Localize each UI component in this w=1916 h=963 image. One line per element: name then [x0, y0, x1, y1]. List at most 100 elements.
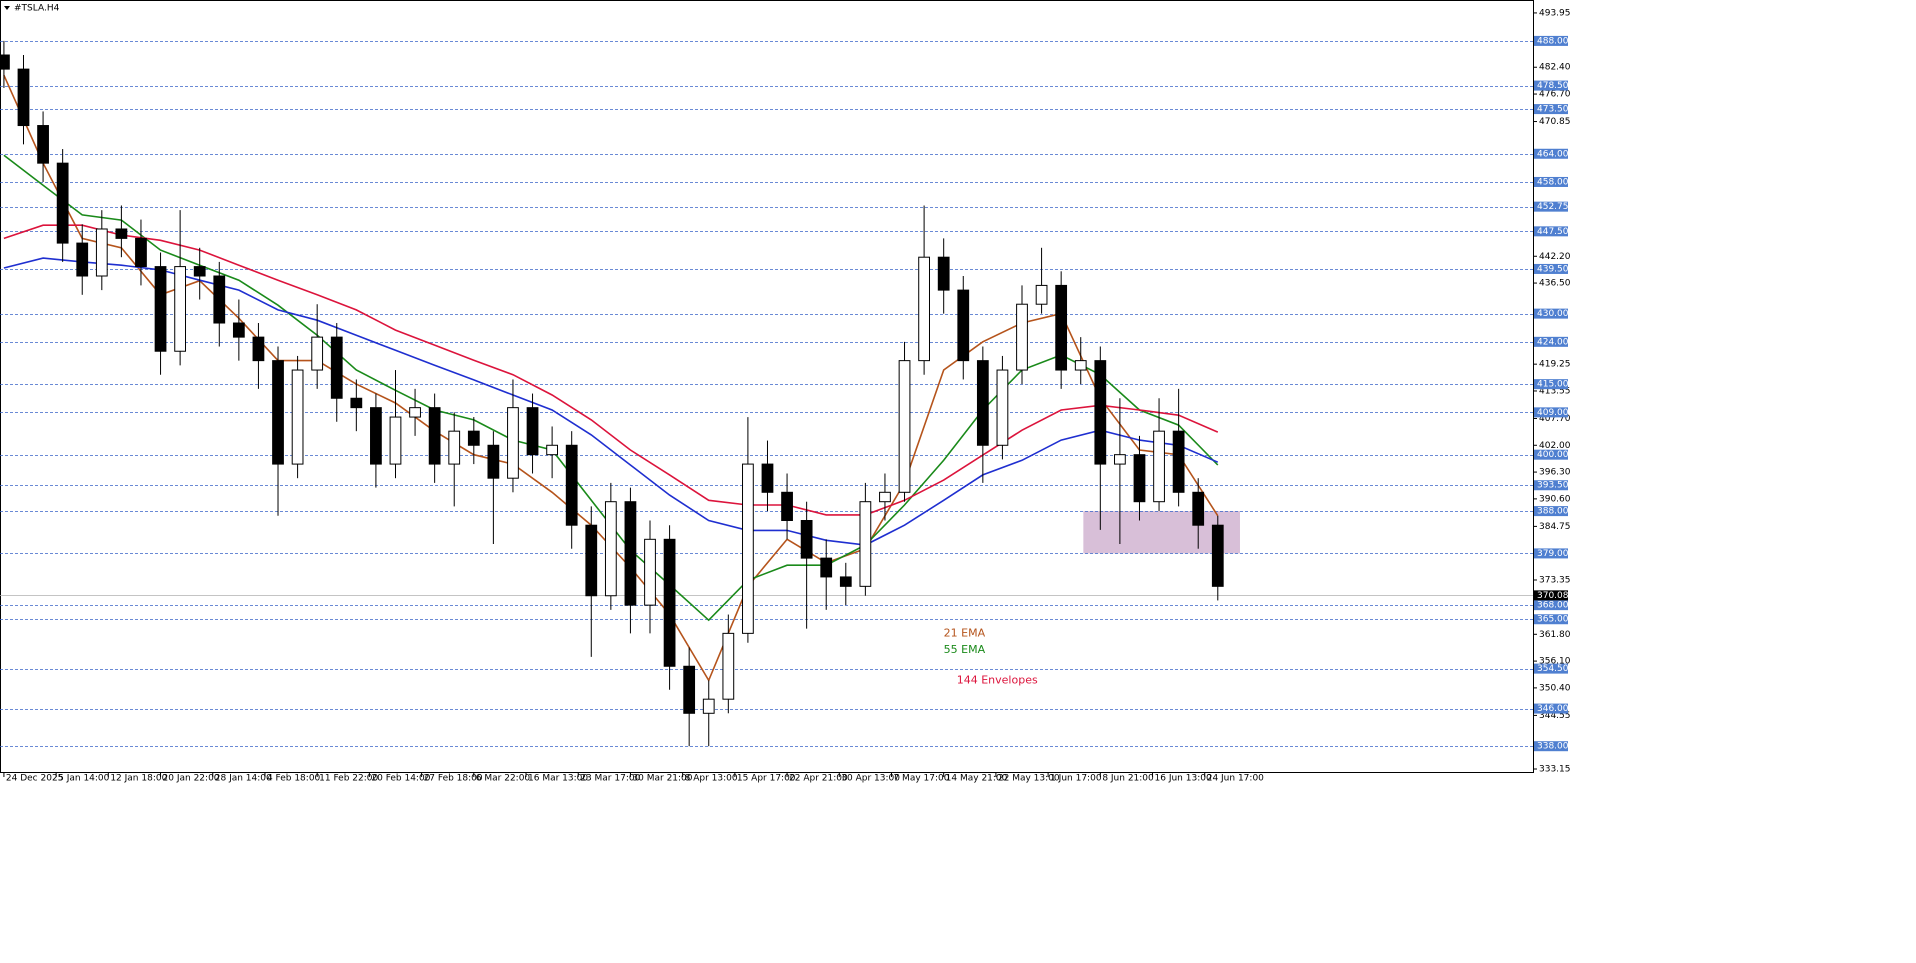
candle-body: [644, 538, 656, 606]
level-label-bg: [1534, 35, 1568, 46]
level-label: 473.50: [1537, 105, 1569, 115]
candle-body: [859, 501, 872, 587]
x-tick-label: 14 May 21:00: [946, 774, 1008, 784]
y-tick-label: 493.95: [1539, 8, 1571, 18]
level-label: 415.00: [1537, 380, 1569, 390]
level-label-bg: [1534, 379, 1568, 390]
level-label: 365.00: [1537, 615, 1569, 625]
x-tick-label: 7 May 17:00: [893, 774, 949, 784]
candle-body: [722, 632, 735, 700]
candle-body: [1016, 303, 1028, 371]
level-label-bg: [1534, 263, 1568, 274]
indicator-line: [3, 257, 1219, 546]
candle-body: [918, 256, 930, 362]
candle-body: [1172, 430, 1185, 493]
level-label: 346.00: [1537, 704, 1569, 714]
y-tick-label: 413.55: [1539, 386, 1571, 396]
candle-body: [526, 407, 539, 456]
candle-body: [17, 68, 30, 127]
y-tick-label: 333.15: [1539, 765, 1571, 775]
y-tick-label: 470.85: [1539, 117, 1571, 127]
x-tick-label: 22 Apr 21:00: [789, 774, 848, 784]
x-tick-label: 20 Feb 14:00: [371, 774, 430, 784]
plot-frame: [0, 0, 1534, 773]
candle-body: [1094, 360, 1107, 465]
candle-body: [1211, 524, 1224, 587]
y-tick-label: 482.40: [1539, 63, 1571, 73]
candle-body: [37, 125, 49, 164]
candle-body: [154, 266, 167, 352]
candle-body: [1192, 491, 1205, 526]
candle-body: [702, 698, 715, 714]
level-label: 464.00: [1537, 149, 1569, 159]
annotation: 55 EMA: [944, 643, 986, 656]
level-label: 439.50: [1537, 264, 1569, 274]
candle-body: [507, 407, 519, 479]
candle-body: [115, 228, 128, 239]
candle-body: [781, 491, 793, 522]
level-label-bg: [1534, 600, 1568, 611]
candle-body: [193, 266, 206, 277]
level-label-bg: [1534, 506, 1568, 517]
candle-body: [761, 463, 774, 493]
candle-body: [135, 237, 147, 268]
candle-body: [976, 360, 989, 446]
level-label-bg: [1534, 614, 1568, 625]
level-label-bg: [1534, 226, 1568, 237]
y-tick-label: 344.55: [1539, 711, 1571, 721]
candle-body: [56, 162, 69, 244]
level-label-bg: [1534, 407, 1568, 418]
level-label: 452.75: [1537, 202, 1569, 212]
level-label: 458.00: [1537, 177, 1569, 187]
candle-body: [291, 369, 304, 465]
level-label: 400.00: [1537, 450, 1569, 460]
candle-body: [937, 256, 950, 291]
candle-body: [95, 228, 108, 277]
candle-body: [879, 491, 891, 503]
current-price-label: 370.08: [1537, 591, 1569, 601]
y-tick-label: 407.70: [1539, 414, 1571, 424]
x-tick-label: 6 Mar 22:00: [476, 774, 531, 784]
x-tick-label: 4 Feb 18:00: [267, 774, 321, 784]
level-label: 447.50: [1537, 227, 1569, 237]
y-tick-label: 396.30: [1539, 468, 1571, 478]
y-tick-label: 384.75: [1539, 522, 1571, 532]
level-label-bg: [1534, 176, 1568, 187]
candle-body: [350, 397, 363, 409]
level-label: 368.00: [1537, 601, 1569, 611]
level-label-bg: [1534, 148, 1568, 159]
candle-body: [213, 275, 226, 324]
x-tick-label: 24 Dec 2025: [6, 774, 64, 784]
candle-body: [546, 444, 558, 456]
candle-body: [898, 360, 911, 493]
level-label: 393.50: [1537, 481, 1569, 491]
level-label: 409.00: [1537, 408, 1569, 418]
candle-body: [800, 520, 813, 559]
candle-body: [448, 430, 461, 465]
level-label: 338.00: [1537, 742, 1569, 752]
level-label-bg: [1534, 663, 1568, 674]
collapse-icon[interactable]: [4, 6, 10, 10]
candle-body: [604, 501, 617, 597]
candle-body: [389, 416, 402, 465]
level-label-bg: [1534, 201, 1568, 212]
annotation: 21 EMA: [944, 626, 986, 639]
level-label-bg: [1534, 741, 1568, 752]
x-tick-label: 8 Jun 21:00: [1102, 774, 1154, 784]
y-tick-label: 419.25: [1539, 360, 1571, 370]
y-tick-label: 356.10: [1539, 657, 1571, 667]
candle-body: [957, 289, 970, 362]
candle-body: [487, 444, 500, 479]
x-tick-label: 11 Feb 22:00: [319, 774, 378, 784]
x-tick-label: 16 Jun 13:00: [1155, 774, 1212, 784]
level-label: 478.50: [1537, 81, 1569, 91]
x-tick-label: 24 Jun 17:00: [1207, 774, 1264, 784]
candle-body: [839, 576, 852, 587]
y-tick-label: 442.20: [1539, 252, 1571, 262]
y-tick-label: 373.35: [1539, 575, 1571, 585]
level-label: 488.00: [1537, 36, 1569, 46]
indicator-line: [3, 224, 1219, 516]
candle-body: [409, 407, 421, 418]
